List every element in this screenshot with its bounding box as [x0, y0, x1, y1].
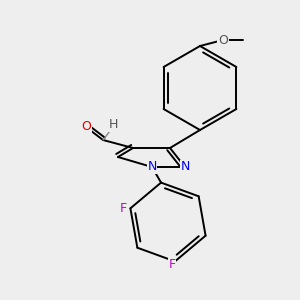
Text: F: F — [120, 202, 127, 215]
Text: O: O — [81, 121, 91, 134]
Text: H: H — [108, 118, 118, 131]
Text: F: F — [168, 258, 175, 271]
Text: N: N — [180, 160, 190, 173]
Text: O: O — [218, 34, 228, 46]
Text: N: N — [147, 160, 157, 173]
